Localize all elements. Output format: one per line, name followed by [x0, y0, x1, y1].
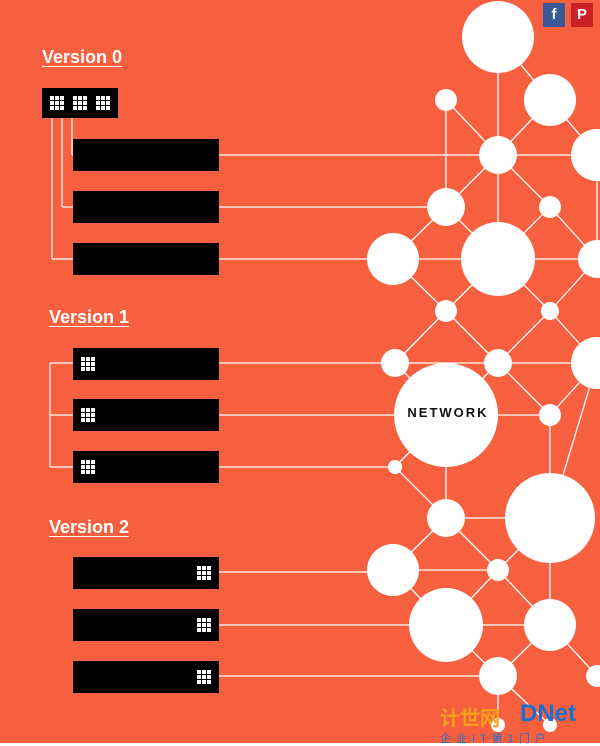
network-node	[367, 544, 419, 596]
network-node	[409, 588, 483, 662]
network-node	[539, 196, 561, 218]
watermark: 计世网 DNet 企 业 I T 第 1 门 户	[0, 700, 600, 745]
grid-icon	[81, 460, 95, 474]
network-node	[427, 499, 465, 537]
network-node	[524, 74, 576, 126]
network-node	[524, 599, 576, 651]
facebook-icon: f	[551, 6, 557, 23]
version-2-server	[73, 557, 219, 589]
grid-icon	[197, 670, 211, 684]
network-node	[543, 718, 557, 732]
version-0-server	[73, 191, 219, 223]
watermark-brand-cn: 计世网	[440, 708, 500, 730]
network-node	[435, 300, 457, 322]
grid-icon	[50, 96, 64, 110]
network-node	[586, 665, 600, 687]
network-node	[388, 460, 402, 474]
network-node	[479, 136, 517, 174]
network-hub-node	[394, 363, 498, 467]
network-node	[367, 233, 419, 285]
version-0-hub	[42, 88, 118, 118]
watermark-tagline: 企 业 I T 第 1 门 户	[440, 733, 547, 745]
version-1-server	[73, 399, 219, 431]
pinterest-share-button[interactable]: P	[571, 3, 593, 27]
grid-icon	[96, 96, 110, 110]
network-node	[491, 718, 505, 732]
version-2-server	[73, 661, 219, 693]
grid-icon	[197, 566, 211, 580]
version-1-server	[73, 451, 219, 483]
network-node	[462, 1, 534, 73]
network-node	[479, 657, 517, 695]
version-1-label: Version 1	[49, 307, 130, 327]
network-node	[578, 240, 600, 278]
version-2-label: Version 2	[49, 517, 130, 537]
network-label: NETWORK	[407, 405, 489, 420]
network-node	[427, 188, 465, 226]
network-node	[484, 349, 512, 377]
network-node	[381, 349, 409, 377]
version-2-server	[73, 609, 219, 641]
grid-icon	[81, 357, 95, 371]
watermark-brand-en: DNet	[520, 700, 577, 727]
network-node	[571, 337, 600, 389]
network-node	[539, 404, 561, 426]
version-0-label: Version 0	[42, 47, 123, 67]
version-0-server	[73, 243, 219, 275]
grid-icon	[197, 618, 211, 632]
grid-icon	[81, 408, 95, 422]
network-node	[541, 302, 559, 320]
pinterest-icon: P	[576, 6, 587, 23]
network-node	[505, 473, 595, 563]
network-node	[487, 559, 509, 581]
network-node	[461, 222, 535, 296]
version-0-server	[73, 139, 219, 171]
facebook-share-button[interactable]: f	[543, 3, 565, 27]
grid-icon	[73, 96, 87, 110]
version-1-server	[73, 348, 219, 380]
network-node	[571, 129, 600, 181]
network-node	[435, 89, 457, 111]
